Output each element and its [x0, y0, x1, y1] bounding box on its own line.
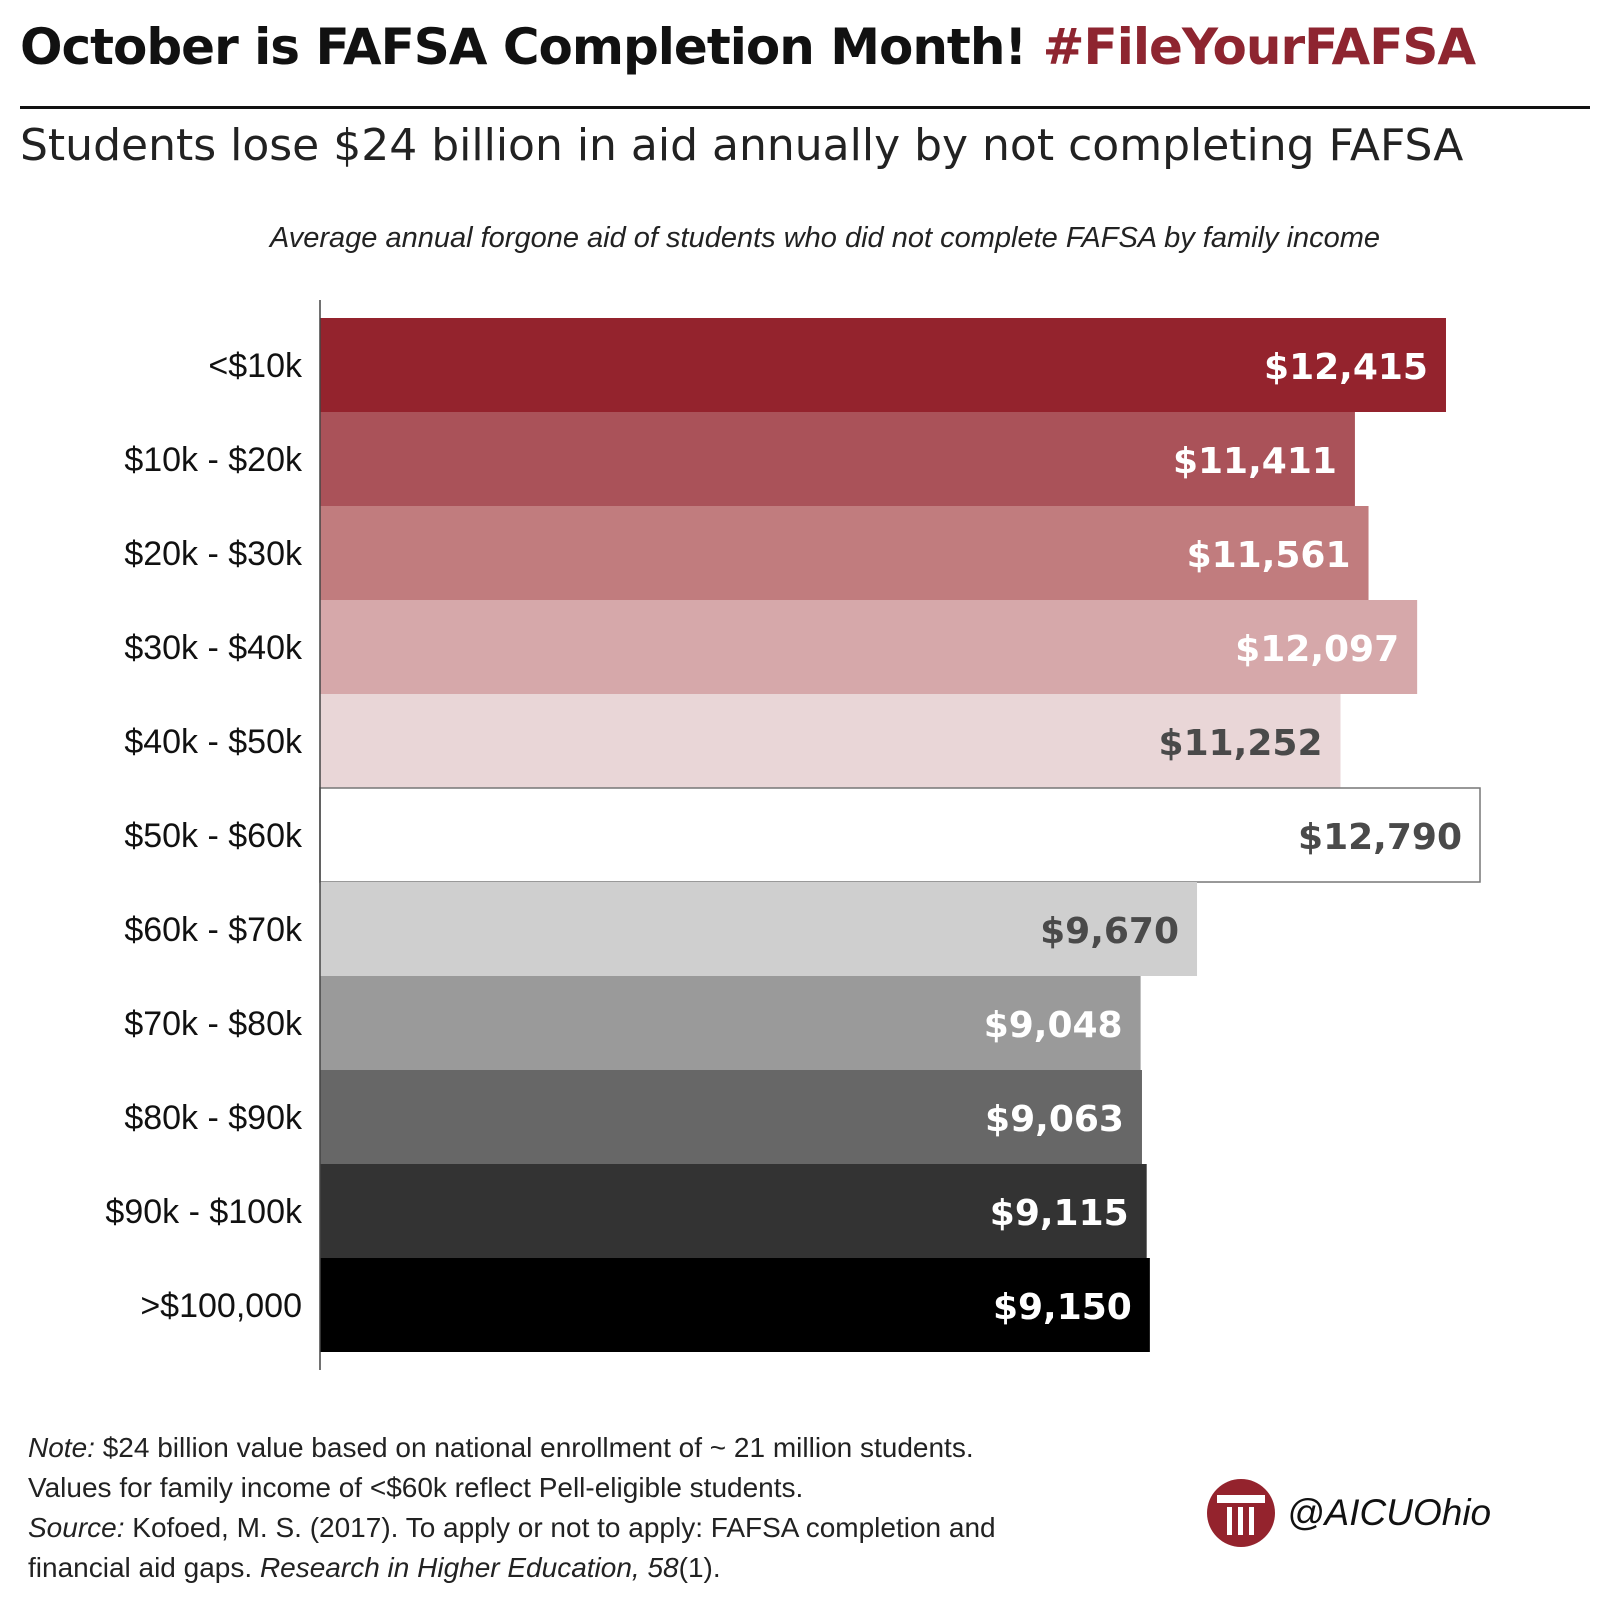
source-label: Source:: [28, 1512, 125, 1543]
footnote: Note: $24 billion value based on nationa…: [28, 1428, 1178, 1588]
value-label: $12,097: [1235, 629, 1399, 670]
bar: [320, 882, 1198, 976]
category-label: >$100,000: [140, 1287, 302, 1325]
bar: [320, 412, 1355, 506]
value-label: $11,252: [1159, 723, 1323, 764]
bar: [320, 1070, 1142, 1164]
category-label: $80k - $90k: [124, 1099, 303, 1137]
category-label: $10k - $20k: [124, 441, 303, 479]
note-text: $24 billion value based on national enro…: [94, 1432, 974, 1463]
value-label: $12,790: [1298, 817, 1462, 858]
journal-name: Research in Higher Education, 58: [259, 1552, 679, 1583]
value-label: $11,561: [1187, 535, 1351, 576]
category-label: $90k - $100k: [105, 1193, 303, 1231]
bar: [320, 694, 1341, 788]
note-label: Note:: [28, 1432, 95, 1463]
category-label: <$10k: [208, 347, 303, 385]
subtitle: Students lose $24 billion in aid annuall…: [20, 120, 1464, 171]
category-label: $40k - $50k: [124, 723, 303, 761]
bar: [320, 1164, 1147, 1258]
social-handle[interactable]: @AICUOhio: [1287, 1492, 1492, 1533]
source-text-2: financial aid gaps.: [28, 1552, 260, 1583]
page-title: October is FAFSA Completion Month! #File…: [20, 22, 1590, 72]
note-line-2: Values for family income of <$60k reflec…: [28, 1472, 804, 1503]
title-divider: [20, 106, 1590, 109]
value-label: $9,670: [1040, 911, 1179, 952]
bar: [320, 600, 1418, 694]
category-label: $50k - $60k: [124, 817, 303, 855]
source-text: Kofoed, M. S. (2017). To apply or not to…: [124, 1512, 996, 1543]
bar-chart: <$10k $12,415 $10k - $20k $11,411 $20k - $30…: [105, 300, 1481, 1370]
hashtag[interactable]: #FileYourFAFSA: [1042, 18, 1476, 76]
value-label: $12,415: [1264, 347, 1428, 388]
headline-text: October is FAFSA Completion Month!: [20, 18, 1027, 76]
value-label: $11,411: [1173, 441, 1337, 482]
journal-issue: (1).: [678, 1552, 721, 1583]
value-label: $9,115: [990, 1193, 1129, 1234]
value-label: $9,150: [993, 1287, 1132, 1328]
category-label: $60k - $70k: [124, 911, 303, 949]
value-label: $9,048: [984, 1005, 1123, 1046]
bar: [320, 506, 1369, 600]
bar: [320, 976, 1141, 1070]
category-label: $70k - $80k: [124, 1005, 303, 1043]
chart-title: Average annual forgone aid of students w…: [269, 222, 1381, 254]
bar: [320, 318, 1446, 412]
bar: [320, 1258, 1150, 1352]
category-label: $30k - $40k: [124, 629, 303, 667]
value-label: $9,063: [985, 1099, 1124, 1140]
column-logo-icon: [1207, 1479, 1275, 1547]
brand: @AICUOhio: [1205, 1477, 1491, 1549]
category-label: $20k - $30k: [124, 535, 303, 573]
